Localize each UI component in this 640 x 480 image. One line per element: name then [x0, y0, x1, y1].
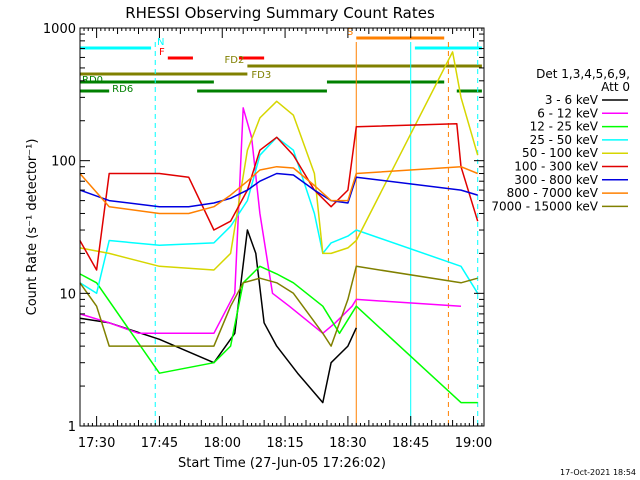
- y-axis-label: Count Rate (s⁻¹ detector⁻¹): [25, 139, 40, 316]
- flag-label-rd6: RD6: [112, 84, 133, 95]
- series-line-50-100-kev: [79, 51, 479, 271]
- flag-label-rd0: RD0: [82, 75, 103, 86]
- y-tick-label: 1: [68, 420, 76, 435]
- x-tick-label: 19:00: [455, 436, 492, 451]
- series-line-100-300-kev: [79, 122, 479, 271]
- series-line-300-800-kev: [79, 172, 478, 208]
- flag-label-s: S: [347, 27, 353, 38]
- y-axis: 1 10 100 1000: [43, 22, 484, 435]
- series-line-3-6-kev: [79, 229, 357, 404]
- x-tick-label: 17:30: [78, 436, 115, 451]
- vertical-markers: [154, 42, 479, 426]
- y-tick-label: 10: [59, 287, 76, 302]
- legend-label-25-50-kev: 25 - 50 keV: [530, 133, 599, 147]
- flag-label-fd3: FD3: [251, 70, 271, 81]
- y-tick-label: 1000: [43, 22, 76, 37]
- series-line-800-7000-kev: [79, 165, 478, 215]
- legend-label-12-25-kev: 12 - 25 keV: [530, 120, 599, 134]
- series-line-12-25-kev: [79, 265, 478, 404]
- flag-label-f: F: [159, 47, 165, 58]
- legend-title-line2: Att 0: [601, 80, 630, 94]
- legend-label-6-12-kev: 6 - 12 keV: [537, 106, 599, 120]
- legend-label-50-100-kev: 50 - 100 keV: [522, 146, 599, 160]
- x-axis-label: Start Time (27-Jun-05 17:26:02): [178, 456, 386, 471]
- legend-label-300-800-kev: 300 - 800 keV: [514, 173, 598, 187]
- series-line-6-12-kev: [79, 107, 462, 335]
- legend-label-3-6-kev: 3 - 6 keV: [545, 93, 599, 107]
- x-tick-label: 17:45: [141, 436, 178, 451]
- chart-title: RHESSI Observing Summary Count Rates: [125, 4, 435, 22]
- x-tick-label: 18:30: [329, 436, 366, 451]
- x-tick-label: 18:00: [204, 436, 241, 451]
- legend-label-7000-15000-kev: 7000 - 15000 keV: [491, 199, 598, 213]
- x-tick-label: 18:45: [392, 436, 429, 451]
- plot-frame: [79, 27, 485, 427]
- footer-timestamp: 17-Oct-2021 18:54: [560, 468, 636, 477]
- flag-label-n: N: [157, 37, 164, 48]
- series-line-7000-15000-kev: [79, 265, 478, 347]
- x-tick-label: 18:15: [266, 436, 303, 451]
- series-lines: [79, 51, 479, 404]
- legend-label-100-300-kev: 100 - 300 keV: [514, 160, 598, 174]
- x-axis: 17:30 17:45 18:00 18:15 18:30 18:45 19:00: [78, 28, 492, 451]
- y-tick-label: 100: [51, 155, 76, 170]
- flag-bars: N S F FD2 FD3 RD0 RD6: [80, 27, 482, 95]
- legend-label-800-7000-kev: 800 - 7000 keV: [507, 186, 599, 200]
- flag-label-fd2: FD2: [225, 55, 245, 66]
- legend-title-line1: Det 1,3,4,5,6,9,: [536, 67, 630, 81]
